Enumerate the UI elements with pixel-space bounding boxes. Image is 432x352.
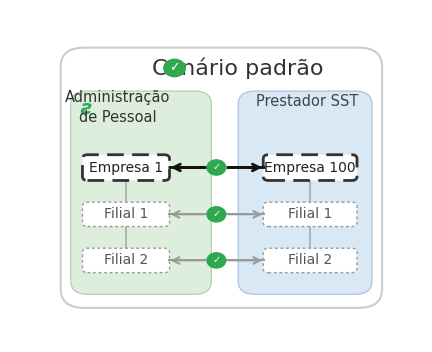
- FancyBboxPatch shape: [60, 48, 382, 308]
- Text: ✓: ✓: [212, 256, 220, 265]
- Text: Empresa 100: Empresa 100: [264, 161, 356, 175]
- Text: Filial 2: Filial 2: [104, 253, 148, 268]
- Text: ✓: ✓: [212, 209, 220, 219]
- Text: Filial 2: Filial 2: [288, 253, 332, 268]
- FancyBboxPatch shape: [83, 155, 169, 181]
- Text: Filial 1: Filial 1: [288, 207, 332, 221]
- Circle shape: [207, 207, 226, 222]
- Text: ƨ: ƨ: [80, 99, 92, 118]
- Text: ✓: ✓: [212, 163, 220, 172]
- Text: ✓: ✓: [169, 62, 180, 75]
- Text: Cenário padrão: Cenário padrão: [152, 57, 324, 79]
- Circle shape: [207, 253, 226, 268]
- FancyBboxPatch shape: [71, 91, 211, 294]
- Circle shape: [207, 160, 226, 175]
- FancyBboxPatch shape: [83, 202, 169, 227]
- FancyBboxPatch shape: [263, 202, 357, 227]
- Circle shape: [164, 59, 185, 77]
- Text: Administração
de Pessoal: Administração de Pessoal: [65, 90, 170, 125]
- FancyBboxPatch shape: [83, 248, 169, 272]
- FancyBboxPatch shape: [263, 155, 357, 181]
- Text: Prestador SST: Prestador SST: [256, 94, 358, 109]
- Text: Filial 1: Filial 1: [104, 207, 148, 221]
- FancyBboxPatch shape: [238, 91, 372, 294]
- FancyBboxPatch shape: [263, 248, 357, 272]
- Text: Empresa 1: Empresa 1: [89, 161, 163, 175]
